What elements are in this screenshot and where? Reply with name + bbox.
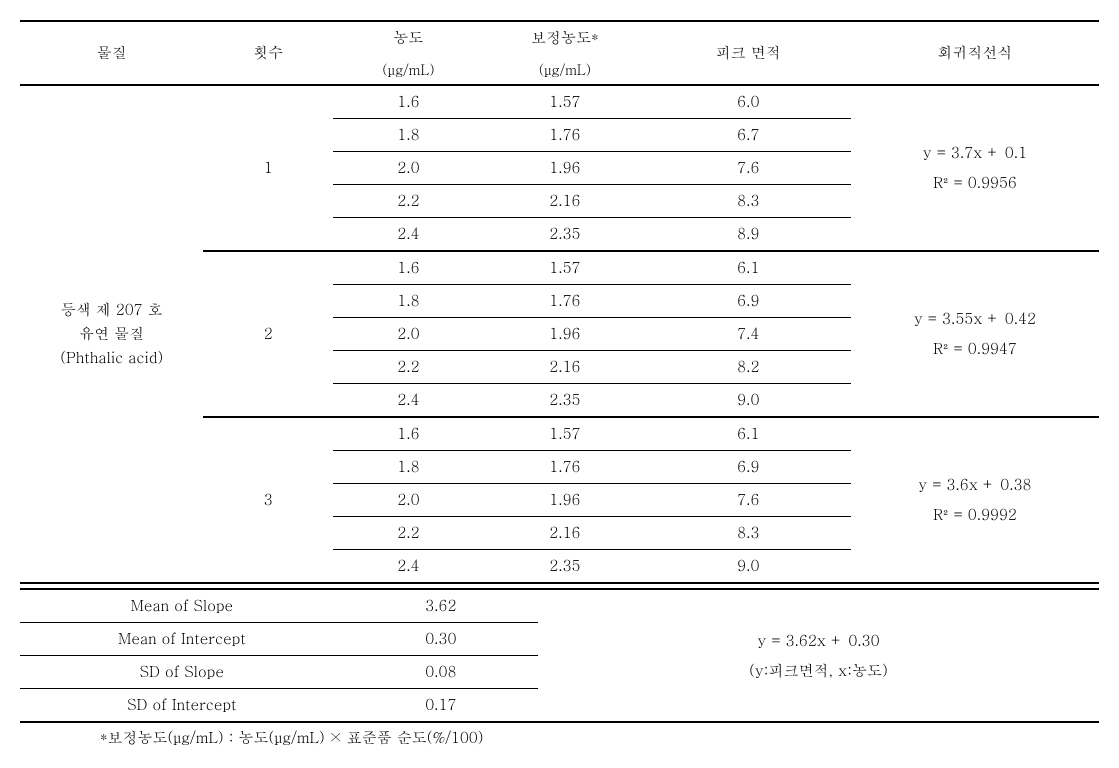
cell-conc: 2.4: [333, 384, 484, 418]
cell-conc: 2.2: [333, 517, 484, 550]
substance-line2: 유연 물질: [26, 322, 197, 346]
summary-equation-cell: y = 3.62x + 0.30 (y:피크면적, x:농도): [538, 589, 1099, 722]
regression-cell: y = 3.55x + 0.42 R² = 0.9947: [851, 251, 1099, 417]
cell-peak: 7.4: [646, 318, 851, 351]
cell-conc: 2.0: [333, 318, 484, 351]
cell-corr: 2.35: [484, 218, 646, 252]
cell-peak: 6.0: [646, 85, 851, 119]
cell-peak: 6.7: [646, 119, 851, 152]
trial-num: 2: [203, 251, 332, 417]
cell-conc: 2.2: [333, 351, 484, 384]
regression-r2: R² = 0.9947: [857, 334, 1093, 364]
main-table-wrapper: 물질 횟수 농도 보정농도* 피크 면적 회귀직선식 (μg/mL) (μg/m…: [20, 20, 1099, 748]
cell-peak: 6.1: [646, 417, 851, 451]
footnote: *보정농도(μg/mL) : 농도(μg/mL) × 표준품 순도(%/100): [20, 727, 1099, 748]
summary-table: Mean of Slope 3.62 y = 3.62x + 0.30 (y:피…: [20, 588, 1099, 723]
cell-peak: 9.0: [646, 550, 851, 584]
summary-value: 0.17: [344, 689, 538, 723]
summary-value: 3.62: [344, 589, 538, 623]
cell-conc: 1.6: [333, 85, 484, 119]
header-conc-label: 농도: [333, 21, 484, 54]
cell-conc: 2.0: [333, 152, 484, 185]
cell-peak: 6.1: [646, 251, 851, 285]
cell-corr: 2.16: [484, 517, 646, 550]
cell-peak: 7.6: [646, 152, 851, 185]
regression-eq: y = 3.55x + 0.42: [857, 304, 1093, 334]
cell-corr: 2.35: [484, 384, 646, 418]
cell-conc: 2.4: [333, 218, 484, 252]
header-corr-unit: (μg/mL): [484, 54, 646, 85]
header-row: 물질 횟수 농도 보정농도* 피크 면적 회귀직선식: [20, 21, 1099, 54]
cell-conc: 1.6: [333, 251, 484, 285]
cell-peak: 6.9: [646, 451, 851, 484]
header-count: 횟수: [203, 21, 332, 85]
cell-peak: 6.9: [646, 285, 851, 318]
cell-corr: 1.76: [484, 119, 646, 152]
header-regression: 회귀직선식: [851, 21, 1099, 85]
cell-peak: 8.3: [646, 185, 851, 218]
summary-row: Mean of Slope 3.62 y = 3.62x + 0.30 (y:피…: [20, 589, 1099, 623]
cell-corr: 1.96: [484, 152, 646, 185]
substance-line3: (Phthalic acid): [26, 346, 197, 370]
summary-label: SD of Intercept: [20, 689, 344, 723]
header-substance: 물질: [20, 21, 203, 85]
cell-conc: 1.6: [333, 417, 484, 451]
cell-conc: 1.8: [333, 119, 484, 152]
cell-corr: 2.35: [484, 550, 646, 584]
table-row: 등색 제 207 호 유연 물질 (Phthalic acid) 1 1.6 1…: [20, 85, 1099, 119]
summary-eq: y = 3.62x + 0.30: [544, 626, 1093, 656]
cell-peak: 9.0: [646, 384, 851, 418]
cell-conc: 2.4: [333, 550, 484, 584]
summary-value: 0.30: [344, 623, 538, 656]
cell-conc: 1.8: [333, 285, 484, 318]
substance-cell: 등색 제 207 호 유연 물질 (Phthalic acid): [20, 85, 203, 583]
trial-num: 3: [203, 417, 332, 583]
trial-num: 1: [203, 85, 332, 251]
cell-peak: 8.9: [646, 218, 851, 252]
cell-peak: 8.2: [646, 351, 851, 384]
linearity-table: 물질 횟수 농도 보정농도* 피크 면적 회귀직선식 (μg/mL) (μg/m…: [20, 20, 1099, 584]
regression-r2: R² = 0.9992: [857, 500, 1093, 530]
cell-corr: 1.57: [484, 251, 646, 285]
summary-eq-note: (y:피크면적, x:농도): [544, 656, 1093, 686]
regression-cell: y = 3.7x + 0.1 R² = 0.9956: [851, 85, 1099, 251]
header-peak: 피크 면적: [646, 21, 851, 85]
regression-r2: R² = 0.9956: [857, 168, 1093, 198]
cell-peak: 7.6: [646, 484, 851, 517]
cell-corr: 1.57: [484, 85, 646, 119]
summary-label: Mean of Slope: [20, 589, 344, 623]
summary-wrapper: Mean of Slope 3.62 y = 3.62x + 0.30 (y:피…: [20, 588, 1099, 723]
cell-corr: 2.16: [484, 351, 646, 384]
cell-corr: 1.76: [484, 285, 646, 318]
cell-corr: 2.16: [484, 185, 646, 218]
cell-corr: 1.57: [484, 417, 646, 451]
substance-line1: 등색 제 207 호: [26, 298, 197, 322]
regression-eq: y = 3.6x + 0.38: [857, 470, 1093, 500]
regression-eq: y = 3.7x + 0.1: [857, 138, 1093, 168]
cell-conc: 2.2: [333, 185, 484, 218]
cell-corr: 1.76: [484, 451, 646, 484]
cell-corr: 1.96: [484, 318, 646, 351]
cell-corr: 1.96: [484, 484, 646, 517]
cell-conc: 2.0: [333, 484, 484, 517]
header-conc-unit: (μg/mL): [333, 54, 484, 85]
header-corr-label: 보정농도*: [484, 21, 646, 54]
cell-peak: 8.3: [646, 517, 851, 550]
cell-conc: 1.8: [333, 451, 484, 484]
summary-label: Mean of Intercept: [20, 623, 344, 656]
regression-cell: y = 3.6x + 0.38 R² = 0.9992: [851, 417, 1099, 583]
